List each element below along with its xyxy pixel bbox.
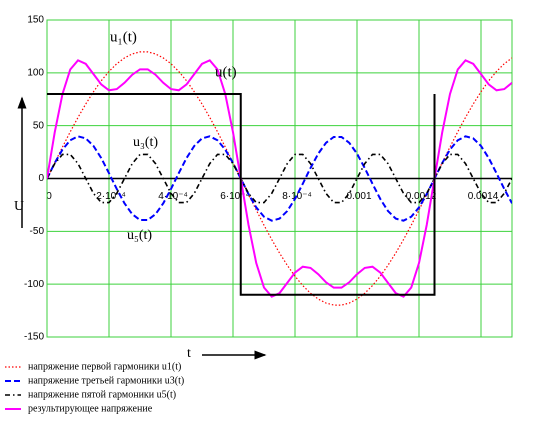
annotation: u(t)	[215, 64, 237, 80]
legend-label: напряжение третьей гармоники u3(t)	[28, 375, 184, 386]
annotation: u₅(t)	[127, 228, 152, 243]
y-tick-label: 0	[38, 173, 44, 184]
x-tick-label: 2·10⁻⁴	[96, 191, 126, 202]
y-tick-label: 100	[27, 67, 44, 78]
y-tick-label: 150	[27, 15, 44, 26]
annotation: u₃(t)	[133, 135, 158, 150]
x-tick-label: 0	[46, 191, 52, 202]
legend-label: результирующее напряжение	[28, 403, 153, 414]
y-tick-label: 50	[33, 120, 45, 131]
y-axis-label: U	[14, 199, 24, 214]
legend-label: напряжение первой гармоники u1(t)	[28, 361, 181, 372]
annotation: u₁(t)	[110, 29, 137, 45]
y-tick-label: -50	[30, 226, 45, 237]
series-line	[47, 92, 436, 296]
x-axis-label: t	[187, 346, 191, 361]
legend-label: напряжение пятой гармоники u5(t)	[28, 389, 176, 400]
x-tick-label: 0.0012	[406, 191, 437, 202]
x-tick-label: 0.001	[346, 191, 371, 202]
y-tick-label: -150	[24, 332, 44, 343]
x-tick-label: 6·10⁻⁴	[220, 191, 250, 202]
series-line	[47, 51, 512, 306]
y-tick-label: -100	[24, 279, 44, 290]
